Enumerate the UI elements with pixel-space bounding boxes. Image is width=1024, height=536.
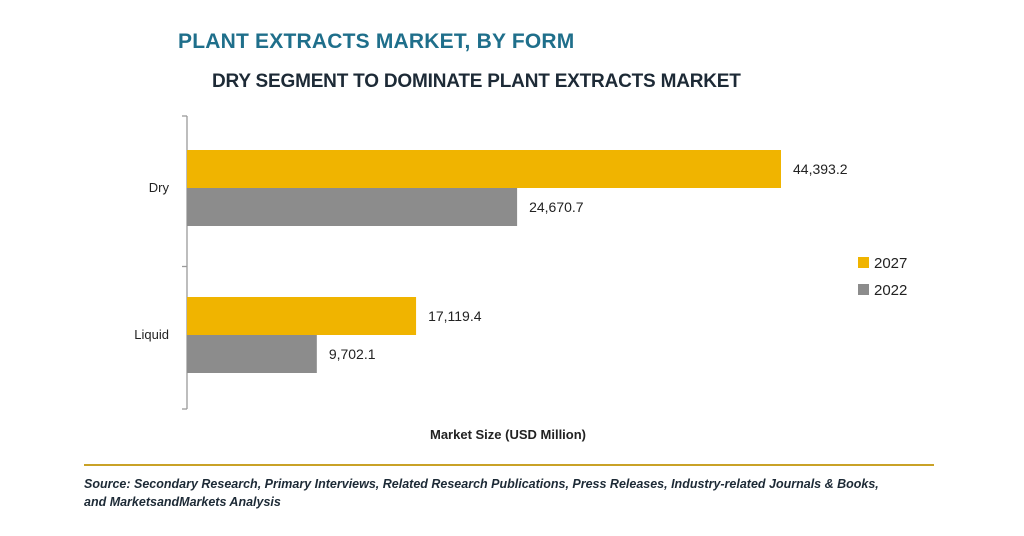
data-label-liquid-2027: 17,119.4 — [428, 308, 482, 324]
bar-liquid-2022 — [187, 335, 317, 373]
bar-dry-2022 — [187, 188, 518, 226]
chart-subtitle: DRY SEGMENT TO DOMINATE PLANT EXTRACTS M… — [212, 71, 741, 92]
legend-label-2027: 2027 — [874, 255, 907, 272]
bar-dry-2027 — [187, 150, 781, 188]
legend-swatch-2027 — [858, 257, 869, 268]
legend-swatch-2022 — [858, 284, 869, 295]
data-label-dry-2022: 24,670.7 — [529, 199, 584, 215]
category-label-liquid: Liquid — [134, 327, 169, 342]
source-note: Source: Secondary Research, Primary Inte… — [84, 475, 964, 511]
source-line-2: and MarketsandMarkets Analysis — [84, 495, 281, 509]
legend-label-2022: 2022 — [874, 282, 907, 299]
source-divider — [84, 464, 934, 466]
data-label-liquid-2022: 9,702.1 — [329, 346, 376, 362]
chart-title: PLANT EXTRACTS MARKET, BY FORM — [178, 30, 575, 53]
source-line-1: Source: Secondary Research, Primary Inte… — [84, 477, 879, 491]
data-label-dry-2027: 44,393.2 — [793, 161, 848, 177]
bar-liquid-2027 — [187, 297, 417, 335]
category-label-dry: Dry — [149, 180, 170, 195]
x-axis-label: Market Size (USD Million) — [429, 427, 587, 442]
